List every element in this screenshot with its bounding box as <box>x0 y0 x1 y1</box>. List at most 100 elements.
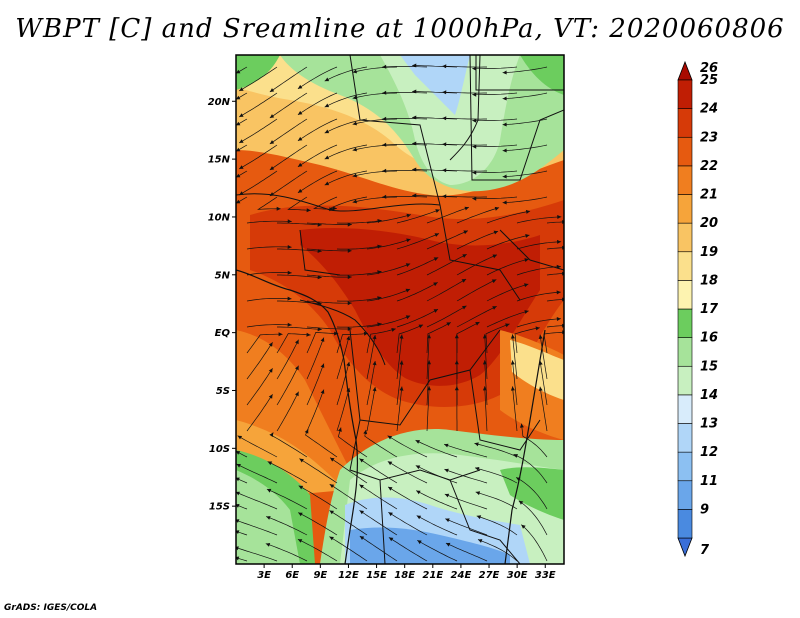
streamline-arrow <box>239 165 244 169</box>
streamline <box>396 386 403 432</box>
streamline-arrow <box>329 510 334 515</box>
colorbar-segment <box>677 394 693 424</box>
streamline-arrow <box>352 121 357 126</box>
streamline <box>516 216 562 224</box>
streamline <box>456 254 498 276</box>
streamline-arrow <box>324 155 330 160</box>
streamline <box>484 334 488 380</box>
streamline <box>237 547 278 562</box>
colorbar-segment <box>677 165 693 195</box>
streamline <box>237 435 278 458</box>
streamline-arrow <box>427 334 431 339</box>
country-borders <box>236 55 564 564</box>
streamline <box>546 247 563 250</box>
streamline-arrow <box>388 537 394 542</box>
streamline <box>387 486 428 510</box>
lon-tick-label: 30E <box>507 570 528 581</box>
streamline <box>269 66 308 93</box>
streamline-arrow <box>347 275 352 280</box>
streamline <box>416 515 458 536</box>
streamline-arrow <box>297 136 303 141</box>
streamline <box>382 118 428 120</box>
streamline-arrow <box>444 493 450 498</box>
streamline-arrow <box>525 209 531 214</box>
streamline-arrow <box>463 230 468 235</box>
border-sahel <box>236 193 441 212</box>
streamline-arrow <box>266 488 272 493</box>
streamline-arrow <box>412 115 417 120</box>
streamline-arrow <box>478 539 483 543</box>
streamline <box>388 537 428 562</box>
latitude-axis: 20N 15N 10N 5N EQ 5S 10S 15S <box>208 97 236 513</box>
streamline <box>366 288 411 302</box>
streamline-arrow <box>266 516 271 520</box>
streamline <box>502 196 548 204</box>
streamline-arrow <box>268 368 273 373</box>
streamline <box>444 468 488 484</box>
streamline-arrow <box>525 234 530 238</box>
streamline-arrow <box>334 331 339 336</box>
streamline <box>324 66 368 82</box>
streamline <box>238 492 278 510</box>
streamline <box>267 461 308 484</box>
streamline-arrow <box>461 279 467 283</box>
streamline-arrow <box>287 245 292 249</box>
streamline <box>269 170 308 197</box>
streamline-arrow <box>382 64 387 69</box>
streamline-arrow <box>502 122 507 127</box>
streamline-arrow <box>391 328 396 332</box>
streamline <box>387 461 428 484</box>
streamline-arrow <box>524 283 529 288</box>
border-sudan <box>469 55 564 181</box>
streamline <box>426 278 467 302</box>
colorbar-label: 18 <box>700 273 718 288</box>
streamline-arrow <box>472 144 477 149</box>
streamline-arrow <box>352 199 357 204</box>
colorbar-segment <box>677 108 693 138</box>
streamline-arrow <box>236 451 241 455</box>
streamline-arrow <box>433 282 438 287</box>
streamline-arrow <box>435 209 440 213</box>
streamline-arrow <box>324 103 330 108</box>
streamline-arrow <box>399 386 404 391</box>
colorbar-label: 14 <box>700 388 718 403</box>
streamline <box>298 485 338 510</box>
streamline-arrow <box>446 322 451 326</box>
streamline <box>297 66 338 90</box>
streamline-arrow <box>535 326 540 331</box>
streamline-arrow <box>298 485 304 490</box>
streamline <box>306 222 352 225</box>
streamline <box>257 196 281 210</box>
border-gulf-guinea <box>299 299 386 366</box>
colorbar-label: 20 <box>700 216 718 231</box>
streamline <box>271 432 308 458</box>
streamline <box>306 300 352 304</box>
streamline <box>521 423 548 458</box>
streamline <box>277 326 322 330</box>
streamline-arrow <box>236 121 241 126</box>
streamline-arrow <box>406 213 411 218</box>
streamline-arrow <box>445 542 451 547</box>
streamline-arrow <box>269 88 275 92</box>
streamline-arrow <box>236 464 241 468</box>
colorbar-label: 25 <box>700 73 718 88</box>
streamline <box>442 195 487 198</box>
colorbar-bottom-triangle <box>677 537 693 558</box>
border-congo <box>349 329 501 426</box>
streamline-arrow <box>434 233 439 237</box>
streamline-arrow <box>324 129 330 134</box>
streamline <box>513 453 548 484</box>
streamline-arrow <box>442 194 447 199</box>
lon-tick-label: 27E <box>479 570 500 581</box>
streamline <box>415 439 458 458</box>
border-ethiopia <box>499 229 564 271</box>
colorbar-label: 23 <box>700 130 718 145</box>
streamline-arrow <box>519 423 524 428</box>
streamline <box>276 391 299 432</box>
colorbar-segment <box>677 136 693 167</box>
lat-tick-label: 5S <box>216 386 230 397</box>
streamline-arrow <box>399 360 404 365</box>
streamline <box>416 490 458 510</box>
streamline <box>476 515 518 536</box>
streamline <box>269 92 308 119</box>
